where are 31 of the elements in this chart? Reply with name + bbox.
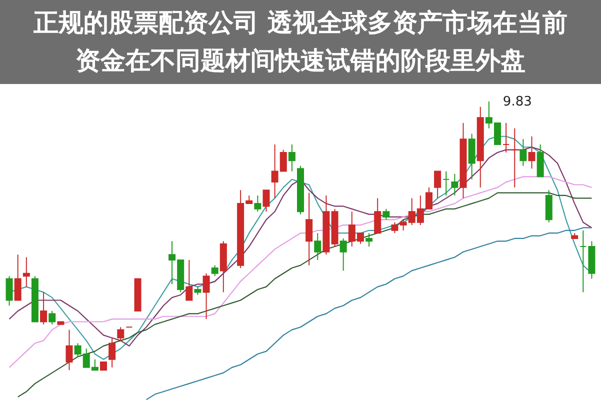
candlestick xyxy=(14,254,22,301)
annotation: 9.83 xyxy=(502,94,532,110)
candlestick xyxy=(6,276,13,306)
candlestick xyxy=(366,232,373,248)
candlestick xyxy=(451,173,458,196)
candlestick xyxy=(511,128,518,188)
candlestick xyxy=(382,208,390,220)
candlestick xyxy=(262,190,270,212)
candlestick xyxy=(66,329,73,371)
candlestick xyxy=(434,170,442,199)
candlestick xyxy=(288,144,296,172)
chart-title: 正规的股票配资公司 透视全球多资产市场在当前资金在不同题材间快速试错的阶段里外盘 xyxy=(32,7,568,77)
candlestick xyxy=(202,272,210,320)
candlestick xyxy=(502,122,510,154)
candlestick xyxy=(40,292,48,325)
candlestick xyxy=(211,264,218,277)
candlestick xyxy=(48,310,56,325)
candlestick xyxy=(306,192,313,266)
candlestick xyxy=(580,230,587,293)
candlestick xyxy=(108,337,116,368)
candlestick xyxy=(22,256,30,288)
candlestick xyxy=(340,238,347,272)
candlestick xyxy=(254,194,262,212)
candlestick xyxy=(528,136,536,170)
candlestick xyxy=(374,198,382,234)
candlestick xyxy=(520,138,527,166)
candlestick xyxy=(442,170,450,196)
candlestick xyxy=(391,222,398,234)
candlestick xyxy=(186,259,193,301)
candlestick xyxy=(314,232,322,260)
candlestick xyxy=(117,326,124,342)
